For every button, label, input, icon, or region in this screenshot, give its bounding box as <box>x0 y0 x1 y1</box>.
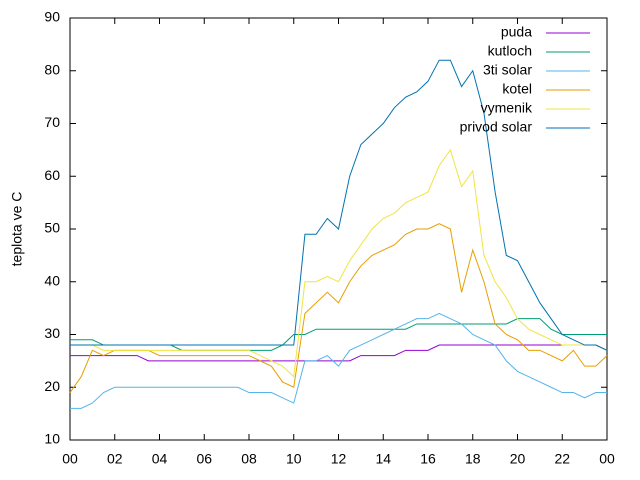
x-tick-label: 18 <box>465 451 481 467</box>
x-tick-label: 00 <box>62 451 78 467</box>
y-tick-label: 30 <box>44 325 60 341</box>
legend-label: privod solar <box>460 119 533 135</box>
legend-label: kutloch <box>488 43 532 59</box>
x-tick-label: 04 <box>152 451 168 467</box>
y-tick-label: 50 <box>44 220 60 236</box>
x-tick-label: 08 <box>241 451 257 467</box>
x-tick-label: 10 <box>286 451 302 467</box>
series-line <box>69 223 608 393</box>
legend-label: vymenik <box>481 100 533 116</box>
x-tick-label: 06 <box>196 451 212 467</box>
series-line <box>70 312 607 409</box>
x-tick-label: 22 <box>554 451 570 467</box>
y-tick-label: 10 <box>44 431 60 447</box>
x-tick-label: 02 <box>107 451 123 467</box>
x-tick-label: 12 <box>331 451 347 467</box>
y-tick-label: 20 <box>44 378 60 394</box>
legend-label: kotel <box>502 81 532 97</box>
y-tick-label: 80 <box>44 61 60 77</box>
y-tick-label: 40 <box>44 272 60 288</box>
x-tick-label: 00 <box>599 451 615 467</box>
legend-label: 3ti solar <box>483 62 532 78</box>
x-tick-label: 20 <box>510 451 526 467</box>
x-tick-label: 16 <box>420 451 436 467</box>
series-line <box>70 148 608 378</box>
y-tick-label: 70 <box>44 114 60 130</box>
x-tick-label: 14 <box>375 451 391 467</box>
y-tick-label: 60 <box>44 167 60 183</box>
series-line <box>70 59 608 351</box>
series-line <box>70 344 608 362</box>
y-axis-label: teplota ve C <box>9 192 25 267</box>
series-line <box>70 318 607 351</box>
legend-label: puda <box>501 24 532 40</box>
y-tick-label: 90 <box>44 9 60 25</box>
